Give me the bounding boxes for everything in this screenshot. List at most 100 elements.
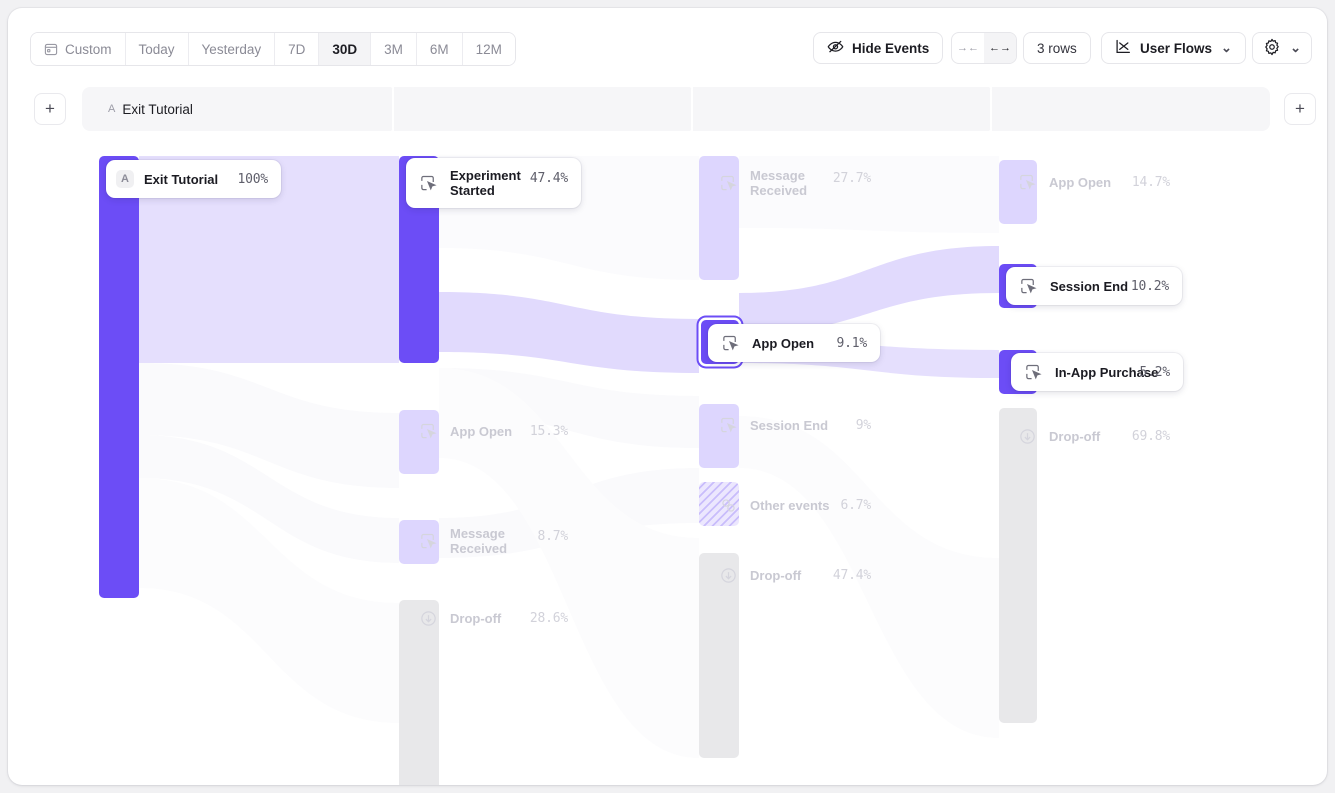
cursor-click-icon <box>718 331 742 355</box>
cursor-click-icon <box>1015 170 1039 194</box>
node-c3-drop-off[interactable]: Drop-off 69.8% <box>1005 417 1183 455</box>
collapse-horizontal-icon[interactable]: →← <box>957 42 979 54</box>
width-toggle-group[interactable]: →← ←→ <box>951 32 1017 64</box>
stage-0[interactable]: A Exit Tutorial <box>82 87 409 131</box>
date-range-3m[interactable]: 3M <box>371 33 417 65</box>
date-range-12m[interactable]: 12M <box>462 33 515 65</box>
bar-c2-drop-off[interactable] <box>699 553 739 758</box>
ribbon-appopen-to-session-end-highlight <box>739 246 999 334</box>
node-c1-message-received[interactable]: Message Received 8.7% <box>406 516 581 566</box>
node-value: 10.2% <box>1130 278 1169 294</box>
node-value: 8.7% <box>537 529 568 544</box>
node-value: 6.7% <box>840 497 871 513</box>
stage-2[interactable] <box>693 87 1007 131</box>
toolbar: Custom Today Yesterday 7D 30D 3M 6M 12M … <box>8 8 1327 80</box>
cursor-click-icon <box>416 419 440 443</box>
node-label: Message Received <box>450 526 508 556</box>
node-value: 69.8% <box>1131 428 1170 444</box>
expand-horizontal-icon[interactable]: ←→ <box>984 33 1016 63</box>
ribbon-exp-to-drop-off <box>439 368 699 758</box>
node-value: 5.2% <box>1139 364 1170 380</box>
letter-a-badge-icon: A <box>116 170 134 188</box>
node-value: 47.4% <box>832 567 871 583</box>
ribbon-exp-to-app-open-highlight <box>439 292 699 373</box>
node-value: 15.3% <box>529 423 568 439</box>
stage-3[interactable] <box>992 87 1270 131</box>
node-label: App Open <box>450 423 513 439</box>
cursor-click-icon <box>716 413 740 437</box>
bar-c1-app-open[interactable] <box>399 410 439 474</box>
node-label: Message Received <box>750 168 808 198</box>
node-c3-session-end[interactable]: Session End 10.2% <box>1006 267 1182 305</box>
node-c1-experiment-started[interactable]: Experiment Started 47.4% <box>406 158 581 208</box>
node-c2-session-end[interactable]: Session End 9% <box>706 406 884 444</box>
view-selector-button[interactable]: User Flows ⌄ <box>1101 32 1246 64</box>
node-c2-message-received[interactable]: Message Received 27.7% <box>706 158 884 208</box>
chevron-down-icon: ⌄ <box>1221 40 1232 55</box>
drop-off-icon <box>416 606 440 630</box>
node-c3-in-app-purchase[interactable]: In-App Purchase 5.2% <box>1011 353 1183 391</box>
cursor-click-icon <box>1016 274 1040 298</box>
rows-button[interactable]: 3 rows <box>1023 32 1091 64</box>
stage-1[interactable] <box>394 87 708 131</box>
other-events-icon <box>716 493 740 517</box>
ribbon-exit-to-app-open <box>139 363 399 488</box>
date-range-today[interactable]: Today <box>125 33 189 65</box>
bar-c0-exit-tutorial[interactable] <box>99 156 139 598</box>
bar-c3-app-open[interactable] <box>999 160 1037 224</box>
stage-0-label-wrap: A Exit Tutorial <box>108 87 193 131</box>
cursor-click-icon <box>1021 360 1045 384</box>
node-c1-drop-off[interactable]: Drop-off 28.6% <box>406 599 581 637</box>
date-range-30d[interactable]: 30D <box>319 33 372 65</box>
node-c2-other-events[interactable]: Other events 6.7% <box>706 486 884 524</box>
panel-card: Custom Today Yesterday 7D 30D 3M 6M 12M … <box>8 8 1327 785</box>
node-label: Experiment Started <box>450 168 521 198</box>
node-label: App Open <box>1049 174 1112 190</box>
node-label: Drop-off <box>750 567 802 583</box>
date-range-segmented-control[interactable]: Custom Today Yesterday 7D 30D 3M 6M 12M <box>30 32 516 66</box>
ribbon-exit-to-message-received <box>139 435 399 563</box>
calendar-icon <box>44 42 58 56</box>
flow-chart-icon <box>1115 39 1132 58</box>
sankey-ribbons <box>139 156 999 758</box>
bar-c2-other-events[interactable] <box>699 482 739 526</box>
bar-c3-drop-off[interactable] <box>999 408 1037 723</box>
date-range-custom-label: Custom <box>65 41 112 57</box>
node-c2-app-open[interactable]: App Open 9.1% <box>708 324 880 362</box>
node-c2-drop-off[interactable]: Drop-off 47.4% <box>706 556 884 594</box>
date-range-7d[interactable]: 7D <box>275 33 320 65</box>
drop-off-icon <box>1015 424 1039 448</box>
chevron-down-icon: ⌄ <box>1290 40 1301 55</box>
node-value: 9.1% <box>836 335 867 351</box>
node-value: 100% <box>237 171 268 187</box>
stage-0-label: Exit Tutorial <box>122 101 193 117</box>
bar-c1-drop-off[interactable] <box>399 600 439 785</box>
date-range-custom[interactable]: Custom <box>31 33 126 65</box>
cursor-click-icon <box>416 529 440 553</box>
node-label: App Open <box>752 335 815 351</box>
hide-events-button[interactable]: Hide Events <box>813 32 944 64</box>
date-range-6m[interactable]: 6M <box>416 33 463 65</box>
eye-off-icon <box>827 39 844 57</box>
node-value: 28.6% <box>529 610 568 626</box>
node-c3-app-open[interactable]: App Open 14.7% <box>1005 163 1183 201</box>
stage-0-badge: A <box>108 103 116 115</box>
node-label: In-App Purchase <box>1055 364 1159 380</box>
node-label: Session End <box>750 417 829 433</box>
add-step-right-button[interactable]: + <box>1284 93 1316 125</box>
node-c0-exit-tutorial[interactable]: A Exit Tutorial 100% <box>106 160 281 198</box>
node-label: Session End <box>1050 278 1129 294</box>
ribbon-exit-to-drop-off <box>139 478 399 723</box>
date-range-yesterday[interactable]: Yesterday <box>188 33 276 65</box>
node-value: 47.4% <box>529 171 568 186</box>
ribbon-to-drop-off-c3 <box>739 416 999 738</box>
node-label: Other events <box>750 497 830 513</box>
settings-button[interactable]: ⌄ <box>1252 32 1312 64</box>
add-step-left-button[interactable]: + <box>34 93 66 125</box>
step-header: + + A Exit Tutorial <box>30 87 1320 131</box>
bar-c2-session-end[interactable] <box>699 404 739 468</box>
node-label: Drop-off <box>1049 428 1101 444</box>
node-label: Drop-off <box>450 610 502 626</box>
node-c1-app-open[interactable]: App Open 15.3% <box>406 412 581 450</box>
